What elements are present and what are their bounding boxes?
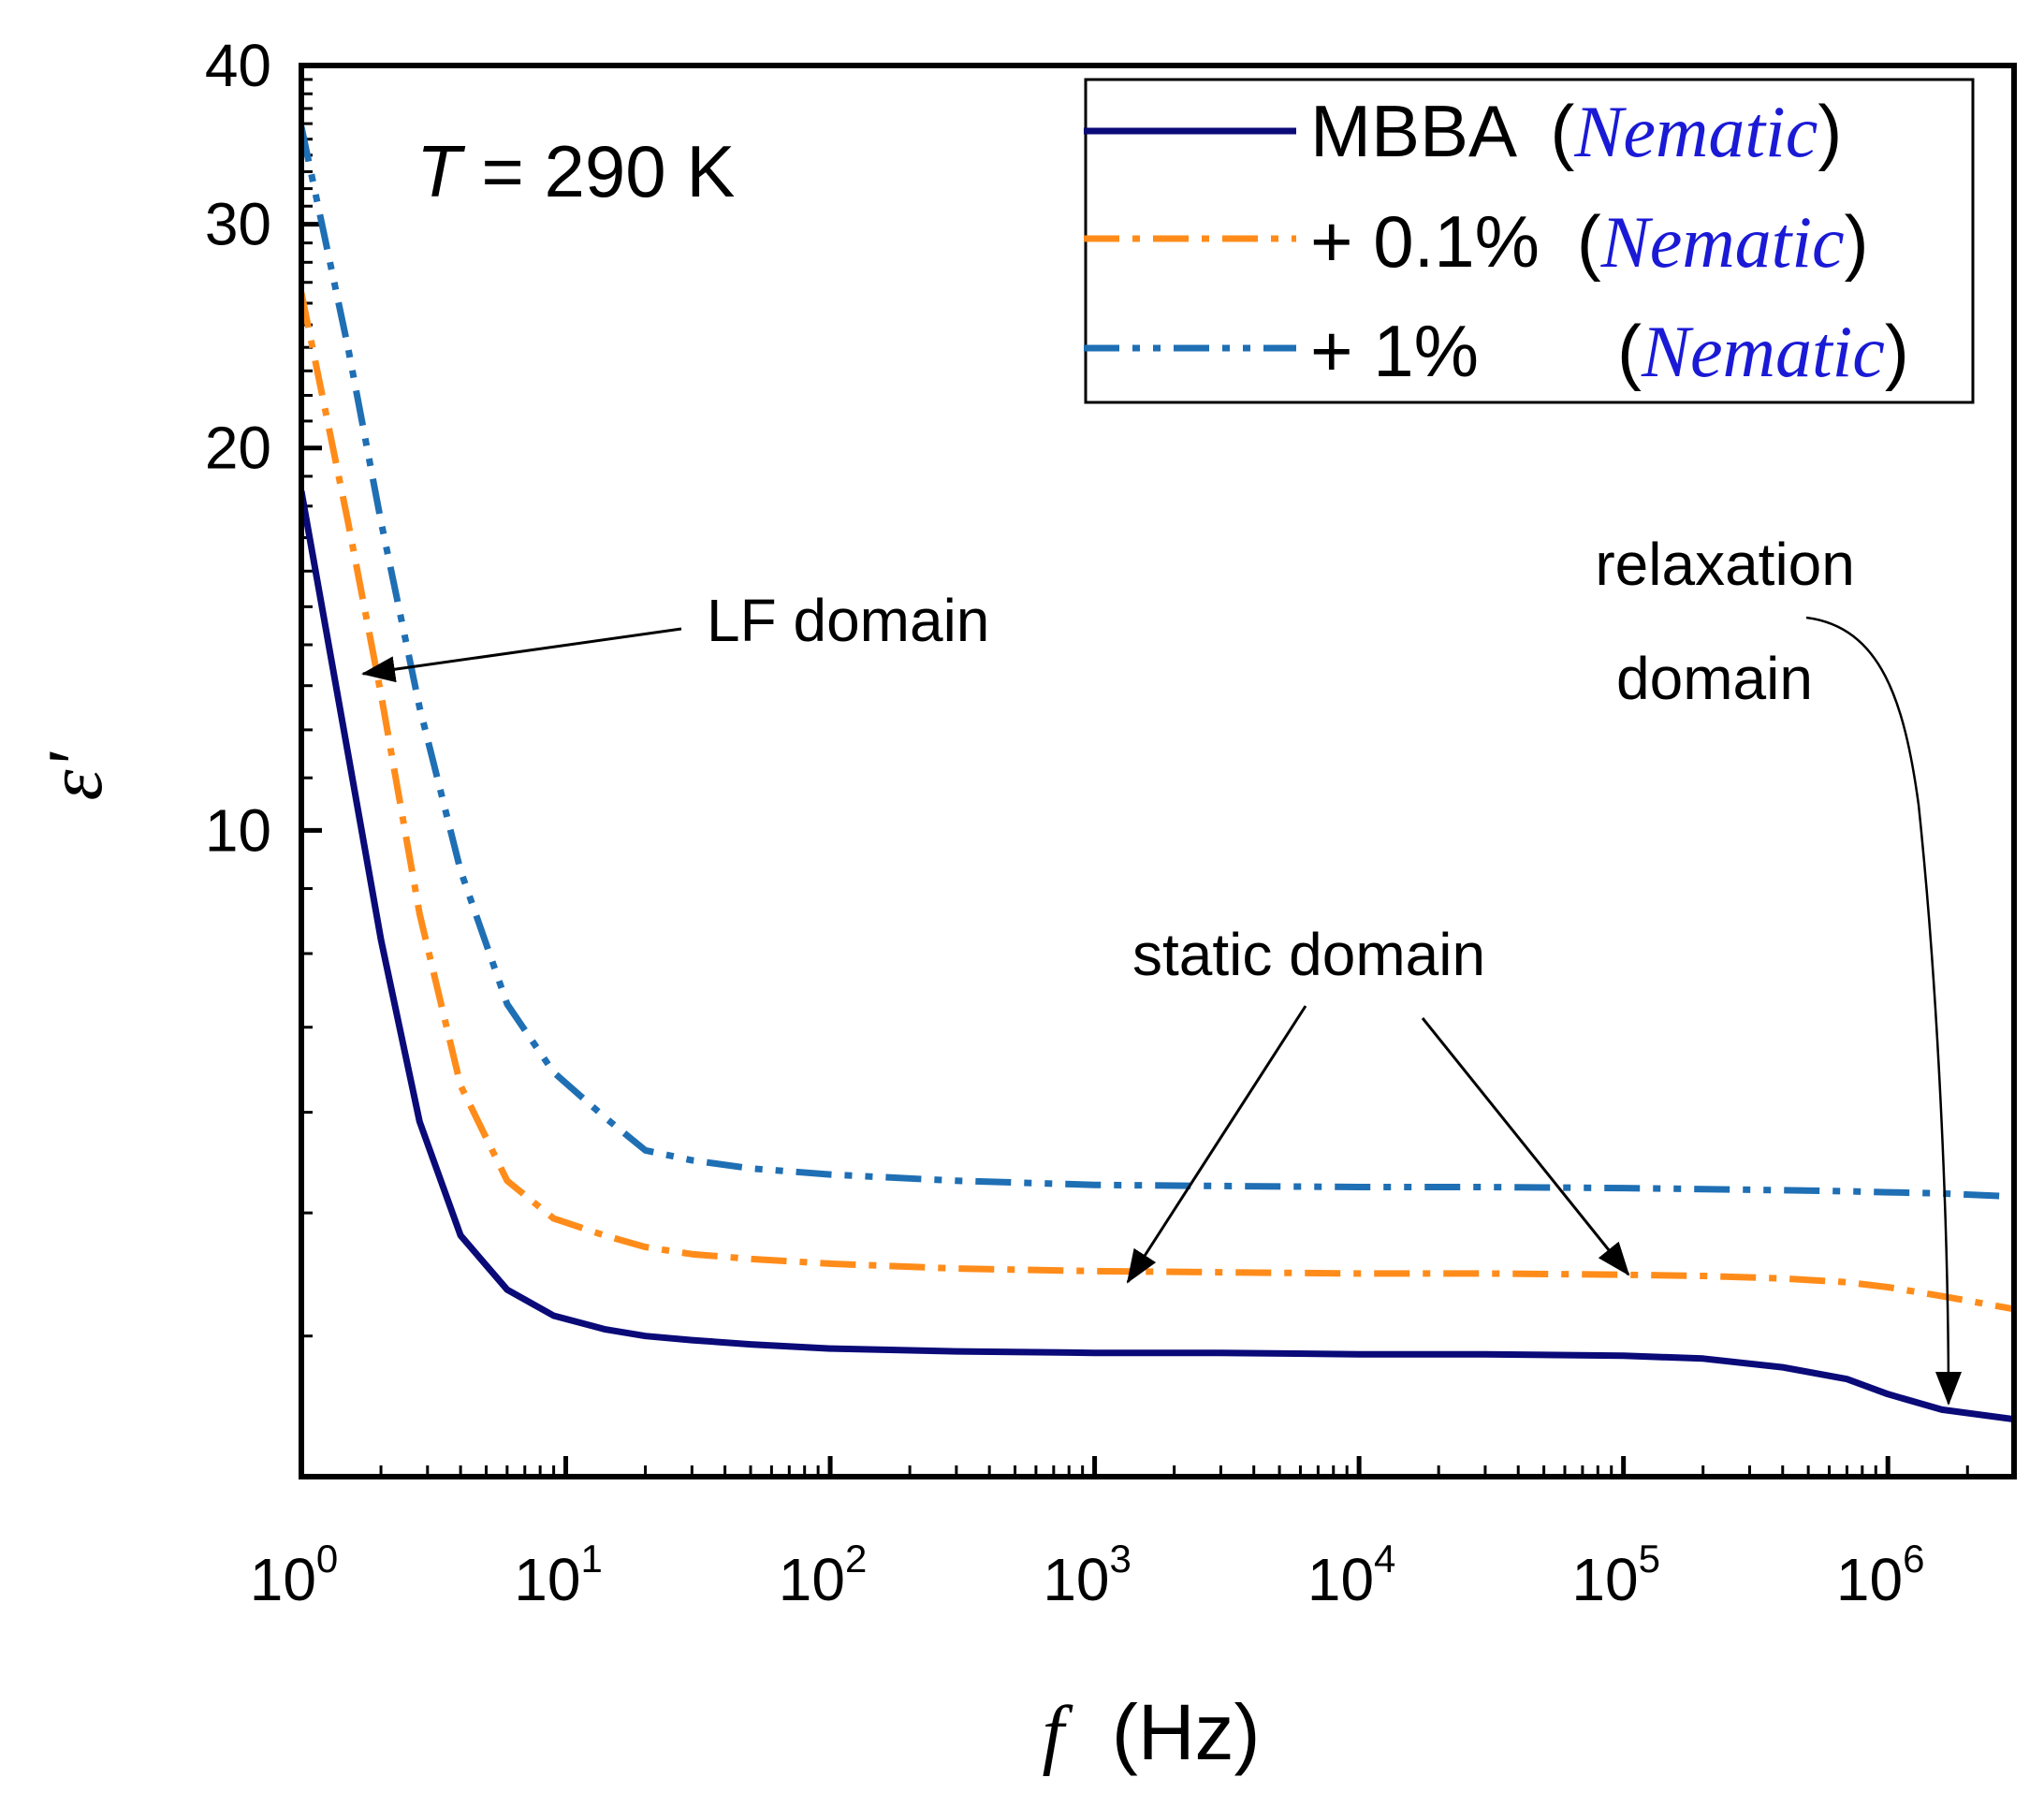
x-tick-label: 102: [779, 1537, 868, 1613]
arrow-static-domain-left: [1126, 1005, 1307, 1284]
legend-phase-0-1pct: Nematic: [1600, 201, 1845, 283]
x-tick-labels: 100 101 102 103 104 105 106: [250, 1537, 1925, 1613]
legend-phase-mbba: Nematic: [1573, 91, 1818, 172]
annotation-relaxation-line2: domain: [1616, 645, 1813, 712]
legend-name-1pct: + 1%: [1310, 310, 1479, 392]
x-axis-unit: (Hz): [1112, 1688, 1261, 1776]
x-tick-exponent: 5: [1639, 1537, 1660, 1581]
plot-frame: [299, 63, 2017, 1479]
legend: MBBA (Nematic) + 0.1% (Nematic) + 1% (Ne…: [1084, 78, 1975, 404]
y-axis-title: ε': [32, 750, 119, 800]
annotation-static-domain: static domain: [1132, 921, 1485, 988]
series-line-0-1pct: [301, 292, 2014, 1313]
legend-name-mbba: MBBA: [1310, 90, 1517, 172]
x-axis-title: f (Hz): [1043, 1688, 1261, 1777]
x-tick-exponent: 2: [845, 1537, 867, 1581]
x-tick-base: 10: [1307, 1546, 1374, 1613]
x-tick-label: 106: [1836, 1537, 1925, 1613]
legend-open-paren: (: [1577, 200, 1601, 283]
x-tick-label: 101: [514, 1537, 603, 1613]
arrow-lf-domain: [361, 627, 682, 683]
series-layer: [301, 125, 2014, 1423]
y-tick-label: 10: [205, 796, 271, 864]
x-tick-base: 10: [514, 1546, 580, 1613]
arrow-static-domain-right: [1421, 1017, 1630, 1276]
x-tick-exponent: 6: [1903, 1537, 1924, 1581]
annotation-relaxation-line1: relaxation: [1595, 531, 1855, 598]
legend-close-paren: ): [1818, 90, 1842, 172]
annotation-relaxation-domain: relaxation domain: [1595, 531, 1871, 712]
y-tick-label: 40: [205, 32, 271, 99]
legend-label-mbba: MBBA (Nematic): [1310, 90, 1842, 172]
x-tick-base: 10: [250, 1546, 316, 1613]
y-tick-label: 20: [205, 415, 271, 482]
x-tick-exponent: 4: [1374, 1537, 1395, 1581]
x-axis-symbol: f: [1043, 1690, 1074, 1777]
temperature-symbol: T: [416, 130, 466, 212]
x-tick-exponent: 3: [1110, 1537, 1132, 1581]
series-line-1pct: [301, 125, 2014, 1201]
legend-close-paren: ): [1885, 310, 1909, 392]
legend-phase-group-1pct: (Nematic): [1617, 310, 1909, 392]
arrow-relaxation-domain: [1805, 616, 1962, 1406]
legend-phase-1pct: Nematic: [1641, 311, 1885, 392]
x-tick-label: 103: [1043, 1537, 1132, 1613]
legend-label-0-1pct: + 0.1% (Nematic): [1310, 200, 1869, 283]
x-tick-exponent: 0: [316, 1537, 338, 1581]
x-tick-base: 10: [1571, 1546, 1638, 1613]
x-tick-base: 10: [1043, 1546, 1109, 1613]
y-tick-label: 30: [205, 191, 271, 258]
legend-name-0-1pct: + 0.1%: [1310, 200, 1540, 283]
y-tick-labels: 10 20 30 40: [205, 32, 271, 864]
series-line-mbba: [301, 490, 2014, 1423]
legend-close-paren: ): [1845, 200, 1869, 283]
x-tick-exponent: 1: [580, 1537, 602, 1581]
x-tick-label: 105: [1571, 1537, 1660, 1613]
legend-open-paren: (: [1550, 90, 1574, 172]
legend-open-paren: (: [1617, 310, 1642, 392]
x-tick-label: 100: [250, 1537, 339, 1613]
x-tick-label: 104: [1307, 1537, 1396, 1613]
x-tick-base: 10: [1836, 1546, 1903, 1613]
temperature-label: T = 290 K: [416, 130, 735, 212]
temperature-value: = 290 K: [461, 130, 736, 212]
x-tick-base: 10: [779, 1546, 845, 1613]
legend-label-1pct: + 1%: [1310, 310, 1479, 392]
annotation-lf-domain: LF domain: [707, 587, 989, 654]
